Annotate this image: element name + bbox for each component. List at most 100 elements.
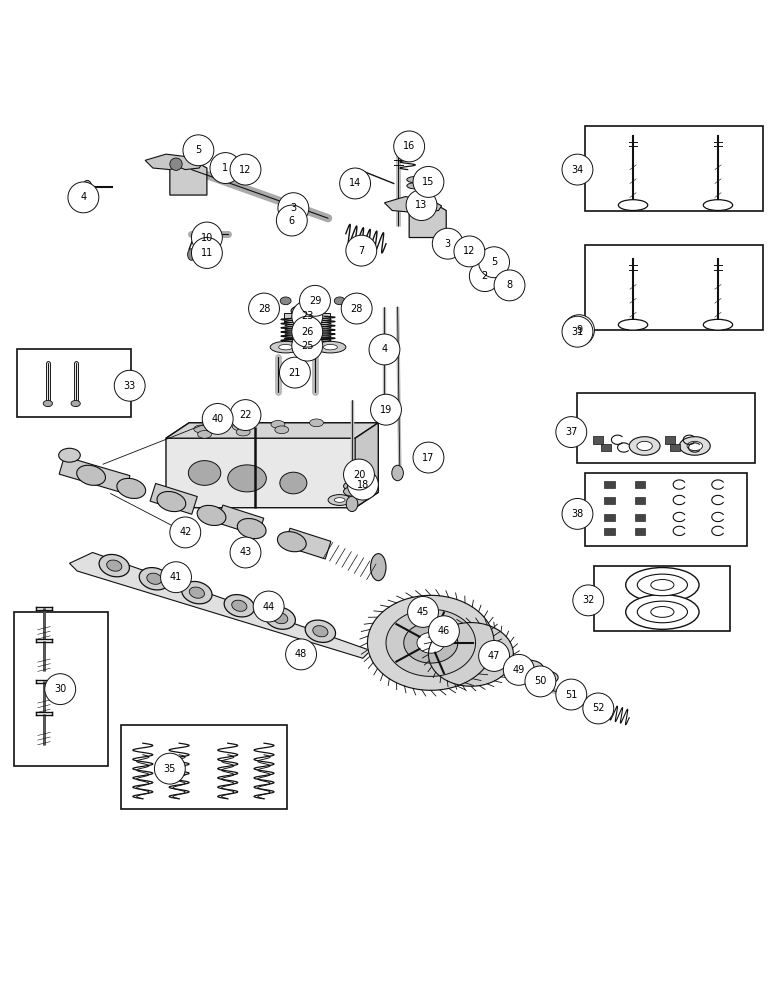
Circle shape [346, 235, 377, 266]
Text: 40: 40 [212, 414, 224, 424]
Circle shape [562, 316, 593, 347]
Circle shape [409, 200, 422, 213]
Polygon shape [145, 154, 202, 170]
Text: 34: 34 [571, 165, 584, 175]
Ellipse shape [224, 595, 255, 617]
Bar [635, 481, 645, 488]
Circle shape [230, 537, 261, 568]
Ellipse shape [334, 297, 345, 305]
Ellipse shape [305, 620, 336, 642]
Bar [284, 338, 330, 346]
Ellipse shape [139, 568, 170, 590]
Ellipse shape [197, 505, 226, 526]
Bar [604, 528, 615, 535]
Text: 5: 5 [195, 145, 201, 155]
Circle shape [341, 293, 372, 324]
Ellipse shape [291, 305, 323, 317]
Ellipse shape [280, 297, 291, 305]
Ellipse shape [651, 580, 674, 590]
Text: 23: 23 [301, 311, 313, 321]
Circle shape [300, 285, 330, 316]
Bar [604, 497, 615, 504]
Circle shape [556, 417, 587, 448]
Ellipse shape [107, 560, 122, 571]
Polygon shape [150, 483, 198, 514]
Polygon shape [404, 623, 458, 663]
Circle shape [469, 261, 500, 292]
Ellipse shape [99, 554, 130, 577]
Text: 48: 48 [295, 649, 307, 659]
Polygon shape [386, 609, 476, 676]
Ellipse shape [703, 319, 733, 330]
Text: 28: 28 [350, 304, 363, 314]
Polygon shape [409, 205, 446, 238]
Circle shape [562, 498, 593, 529]
Ellipse shape [83, 180, 92, 194]
Bar [594, 566, 730, 631]
Circle shape [406, 190, 437, 221]
Ellipse shape [328, 495, 351, 505]
Bar [604, 481, 615, 488]
Text: 15: 15 [422, 177, 435, 187]
Ellipse shape [188, 461, 221, 485]
Text: 19: 19 [380, 405, 392, 415]
Circle shape [454, 236, 485, 267]
Ellipse shape [334, 498, 345, 502]
Circle shape [479, 641, 510, 671]
Polygon shape [367, 595, 494, 690]
Text: 13: 13 [415, 200, 428, 210]
Text: 25: 25 [301, 341, 313, 351]
Circle shape [344, 459, 374, 490]
Ellipse shape [275, 426, 289, 434]
Text: 2: 2 [482, 271, 488, 281]
Ellipse shape [157, 491, 186, 512]
Text: 16: 16 [403, 141, 415, 151]
Ellipse shape [313, 626, 328, 637]
Text: 35: 35 [164, 764, 176, 774]
Text: 47: 47 [488, 651, 500, 661]
Circle shape [170, 158, 182, 170]
Ellipse shape [391, 465, 403, 481]
Polygon shape [284, 528, 331, 559]
Text: 3: 3 [290, 203, 296, 213]
Text: 31: 31 [571, 327, 584, 337]
Polygon shape [417, 632, 445, 653]
Circle shape [503, 654, 534, 685]
Text: 41: 41 [170, 572, 182, 582]
Ellipse shape [237, 518, 266, 539]
Ellipse shape [296, 641, 303, 656]
Bar [585, 245, 763, 330]
Text: 52: 52 [592, 703, 604, 713]
Ellipse shape [270, 341, 301, 353]
Ellipse shape [687, 441, 703, 451]
Text: 10: 10 [201, 233, 213, 243]
Circle shape [230, 154, 261, 185]
Ellipse shape [277, 532, 306, 552]
Text: 38: 38 [571, 509, 584, 519]
Ellipse shape [618, 319, 648, 330]
Ellipse shape [315, 341, 346, 353]
Text: 4: 4 [80, 192, 86, 202]
Bar [17, 349, 131, 417]
Circle shape [494, 270, 525, 301]
Circle shape [253, 591, 284, 622]
Circle shape [292, 316, 323, 347]
Ellipse shape [147, 573, 162, 584]
Circle shape [170, 517, 201, 548]
Bar [284, 313, 330, 322]
Ellipse shape [271, 420, 285, 428]
Ellipse shape [198, 431, 212, 438]
Text: 9: 9 [576, 325, 582, 335]
Text: 5: 5 [491, 257, 497, 267]
Circle shape [230, 400, 261, 431]
Ellipse shape [279, 344, 293, 350]
Text: 7: 7 [358, 246, 364, 256]
Ellipse shape [194, 425, 208, 433]
Ellipse shape [629, 437, 660, 455]
Ellipse shape [307, 297, 318, 305]
Ellipse shape [344, 481, 361, 491]
Text: 37: 37 [565, 427, 577, 437]
Circle shape [154, 753, 185, 784]
Circle shape [583, 693, 614, 724]
Circle shape [68, 182, 99, 213]
